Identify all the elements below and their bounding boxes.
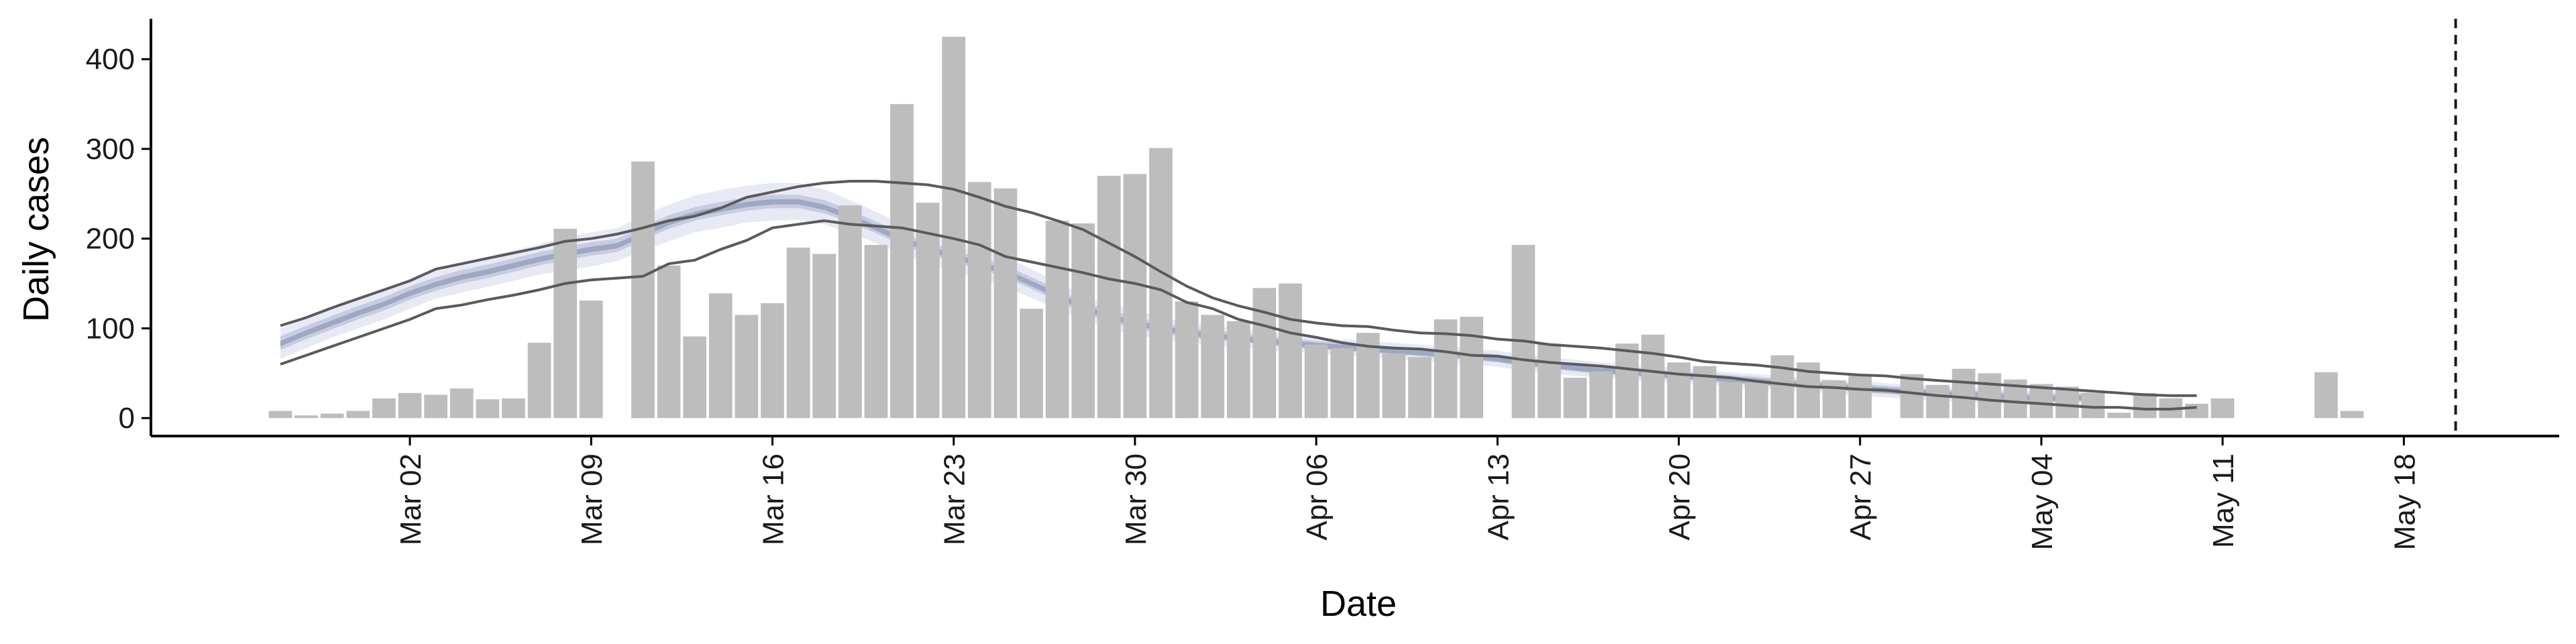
daily-case-bar	[1745, 382, 1768, 419]
x-tick-label: Apr 27	[1845, 453, 1878, 541]
daily-case-bar	[1330, 347, 1354, 419]
daily-case-bar	[502, 398, 525, 419]
upper-interval-line	[280, 180, 2197, 397]
x-axis-ticks: Mar 02 Mar 09 Mar 16 Mar 23 Mar 30 Apr 06 Apr …	[394, 436, 2421, 550]
daily-case-bar	[786, 248, 810, 419]
daily-case-bar	[1304, 344, 1328, 419]
daily-case-bar	[1978, 373, 2002, 419]
daily-case-bar	[890, 104, 914, 419]
daily-case-bar	[372, 398, 396, 419]
daily-case-bar	[657, 265, 681, 419]
x-tick-label: May 04	[2026, 453, 2059, 550]
credible-interval-lines	[280, 180, 2197, 411]
daily-case-bar	[1667, 362, 1690, 419]
daily-case-bar	[2185, 403, 2208, 419]
daily-case-bar	[1149, 148, 1173, 419]
daily-case-bar	[449, 388, 474, 419]
daily-case-bar	[1848, 375, 1872, 419]
daily-case-bar	[1071, 223, 1095, 419]
x-tick-label: Mar 23	[938, 453, 971, 545]
daily-case-bar	[1563, 378, 1587, 419]
y-tick-label: 100	[86, 312, 135, 345]
daily-case-bar	[1719, 382, 1743, 419]
y-tick-label: 400	[86, 43, 135, 76]
y-tick-label: 0	[119, 402, 135, 435]
daily-case-bar	[761, 303, 784, 419]
daily-case-bar	[294, 415, 318, 419]
daily-case-bar	[2055, 386, 2079, 419]
daily-case-bar	[1097, 176, 1121, 419]
daily-cases-bars	[268, 36, 2364, 419]
daily-case-bar	[268, 411, 292, 419]
daily-case-bar	[1589, 371, 1613, 419]
daily-case-bar	[1175, 301, 1199, 419]
daily-case-bar	[631, 161, 655, 419]
daily-case-bar	[476, 399, 500, 419]
y-tick-label: 300	[86, 133, 135, 166]
daily-case-bar	[916, 203, 940, 419]
daily-case-bar	[527, 342, 551, 419]
x-tick-label: Mar 09	[576, 453, 608, 545]
y-axis-ticks: 0 100 200 300 400	[86, 43, 151, 435]
daily-case-bar	[942, 36, 965, 419]
daily-case-bar	[1926, 384, 1949, 419]
daily-case-bar	[1641, 334, 1665, 419]
y-axis-title: Daily cases	[16, 137, 56, 322]
daily-case-bar	[579, 301, 603, 419]
y-tick-label: 200	[86, 223, 135, 256]
daily-case-bar	[1408, 357, 1432, 419]
daily-case-bar	[1279, 283, 1302, 419]
lower-interval-line	[280, 219, 2197, 411]
daily-case-bar	[683, 336, 706, 419]
daily-case-bar	[1538, 343, 1561, 419]
daily-case-bar	[994, 188, 1018, 419]
daily-case-bar	[320, 413, 344, 419]
daily-case-bar	[1434, 319, 1458, 419]
daily-case-bar	[708, 293, 733, 419]
daily-case-bar	[1201, 315, 1224, 419]
daily-case-bar	[2210, 398, 2235, 419]
daily-case-bar	[812, 254, 836, 419]
daily-case-bar	[1511, 245, 1536, 419]
x-tick-label: Apr 06	[1301, 453, 1334, 541]
daily-case-bar	[1252, 288, 1277, 419]
x-tick-label: Mar 02	[394, 453, 427, 545]
daily-case-bar	[1770, 355, 1794, 419]
daily-case-bar	[1382, 353, 1406, 419]
x-axis-title: Date	[1320, 584, 1397, 624]
daily-case-bar	[1123, 174, 1147, 419]
x-tick-label: May 18	[2388, 453, 2421, 550]
daily-case-bar	[2314, 372, 2338, 419]
axes	[150, 19, 2559, 437]
daily-case-bar	[1951, 368, 1976, 419]
daily-case-bar	[1020, 309, 1043, 419]
daily-case-bar	[1045, 221, 1069, 419]
daily-case-bar	[346, 411, 370, 419]
daily-case-bar	[2133, 392, 2157, 419]
daily-case-bar	[1693, 366, 1717, 419]
daily-case-bar	[398, 392, 422, 419]
daily-case-bar	[1226, 321, 1250, 419]
x-tick-label: May 11	[2207, 453, 2240, 548]
daily-case-bar	[553, 229, 577, 419]
daily-case-bar	[864, 245, 888, 419]
daily-case-bar	[424, 394, 447, 419]
daily-case-bar	[967, 182, 991, 419]
daily-case-bar	[735, 315, 759, 419]
x-tick-label: Apr 20	[1664, 453, 1697, 541]
daily-case-bar	[1900, 374, 1924, 419]
x-tick-label: Mar 16	[757, 453, 790, 545]
daily-case-bar	[1460, 317, 1483, 419]
daily-case-bar	[2340, 411, 2364, 419]
x-tick-label: Mar 30	[1120, 453, 1152, 545]
daily-case-bar	[1615, 343, 1639, 419]
daily-case-bar	[2107, 413, 2131, 419]
daily-case-bar	[2029, 384, 2053, 419]
x-tick-label: Apr 13	[1482, 453, 1515, 541]
daily-case-bar	[838, 205, 862, 419]
